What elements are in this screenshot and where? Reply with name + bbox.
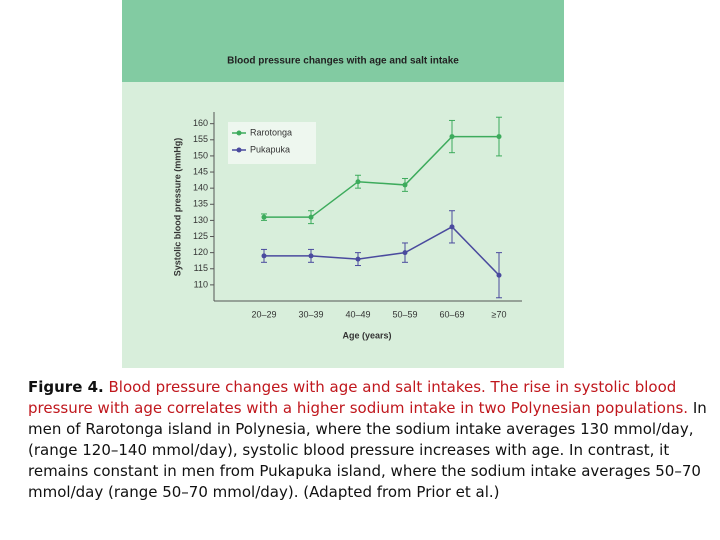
data-point bbox=[449, 224, 455, 230]
caption-label: Figure 4. bbox=[28, 378, 104, 396]
x-tick-label: 60–69 bbox=[439, 309, 464, 319]
y-tick-label: 120 bbox=[193, 247, 208, 257]
data-point bbox=[496, 272, 502, 278]
caption: Figure 4. Blood pressure changes with ag… bbox=[28, 377, 718, 503]
y-tick-label: 110 bbox=[194, 279, 208, 289]
x-tick-label: 30–39 bbox=[298, 309, 323, 319]
x-tick-label: ≥70 bbox=[492, 309, 507, 319]
data-point bbox=[261, 214, 267, 220]
y-tick-label: 155 bbox=[193, 134, 208, 144]
data-point bbox=[496, 134, 502, 140]
y-tick-label: 160 bbox=[193, 118, 208, 128]
y-tick-label: 135 bbox=[193, 199, 208, 209]
data-point bbox=[402, 182, 408, 188]
x-tick-label: 40–49 bbox=[345, 309, 370, 319]
legend-label: Pukapuka bbox=[250, 144, 290, 154]
y-tick-label: 130 bbox=[193, 215, 208, 225]
y-tick-label: 145 bbox=[193, 166, 208, 176]
chart: Blood pressure changes with age and salt… bbox=[122, 0, 564, 368]
y-axis-label: Systolic blood pressure (mmHg) bbox=[172, 138, 182, 277]
series-line bbox=[264, 135, 499, 218]
header-band bbox=[122, 0, 564, 82]
data-point bbox=[449, 134, 455, 140]
y-tick-label: 150 bbox=[193, 150, 208, 160]
caption-highlight: Blood pressure changes with age and salt… bbox=[28, 378, 689, 417]
x-tick-label: 20–29 bbox=[251, 309, 276, 319]
data-point bbox=[402, 250, 408, 256]
x-tick-label: 50–59 bbox=[392, 309, 417, 319]
y-tick-label: 125 bbox=[193, 231, 208, 241]
y-tick-label: 140 bbox=[193, 183, 208, 193]
legend-box bbox=[228, 122, 316, 164]
data-point bbox=[355, 179, 361, 185]
legend-label: Rarotonga bbox=[250, 127, 292, 137]
data-point bbox=[355, 256, 361, 262]
caption-body: In men of Rarotonga island in Polynesia,… bbox=[28, 399, 707, 501]
x-axis-label: Age (years) bbox=[342, 330, 391, 340]
data-point bbox=[308, 253, 314, 259]
data-point bbox=[308, 214, 314, 220]
data-point bbox=[261, 253, 267, 259]
legend-marker bbox=[236, 130, 242, 136]
chart-title: Blood pressure changes with age and salt… bbox=[227, 56, 459, 67]
series-line bbox=[264, 225, 500, 276]
legend-marker bbox=[236, 147, 242, 153]
y-tick-label: 115 bbox=[194, 263, 208, 273]
